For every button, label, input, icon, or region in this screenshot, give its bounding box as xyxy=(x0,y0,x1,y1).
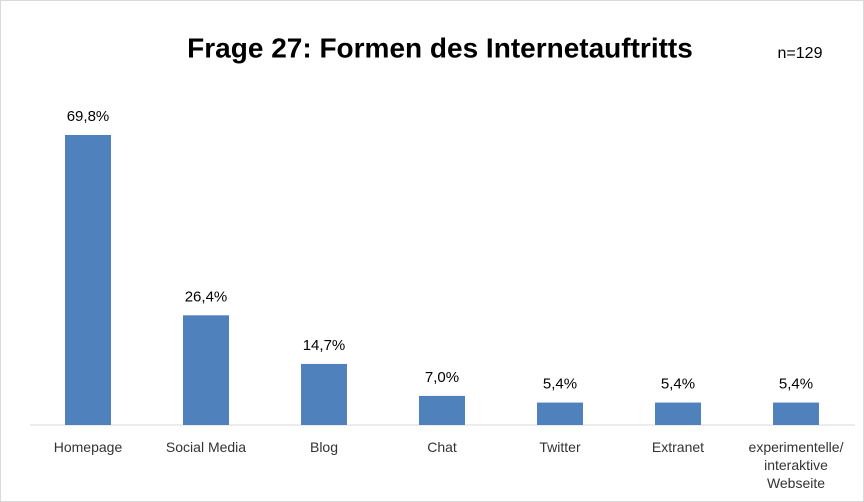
value-label: 69,8% xyxy=(67,108,110,125)
x-tick-label: Homepage xyxy=(53,439,123,455)
bar xyxy=(773,402,819,425)
x-tick-label: Social Media xyxy=(165,439,247,455)
sample-size: n=129 xyxy=(778,45,823,62)
value-label: 7,0% xyxy=(425,369,459,386)
x-tick-label: Chat xyxy=(427,439,457,455)
bar xyxy=(419,395,465,425)
value-label: 5,4% xyxy=(779,376,813,393)
value-label: 5,4% xyxy=(661,376,695,393)
bar xyxy=(655,402,701,425)
value-label: 14,7% xyxy=(303,337,346,354)
bar xyxy=(537,402,583,425)
x-tick-label: experimentelle/ interaktive Webseite xyxy=(748,439,844,491)
x-tick-label: Blog xyxy=(309,439,339,455)
chart-title: Frage 27: Formen des Internetauftritts xyxy=(187,32,693,63)
bar xyxy=(65,135,111,425)
bar xyxy=(301,363,347,425)
x-tick-label: Extranet xyxy=(651,439,705,455)
value-label: 26,4% xyxy=(185,288,228,305)
bar xyxy=(183,315,229,425)
x-tick-label: Twitter xyxy=(539,439,581,455)
value-label: 5,4% xyxy=(543,376,577,393)
